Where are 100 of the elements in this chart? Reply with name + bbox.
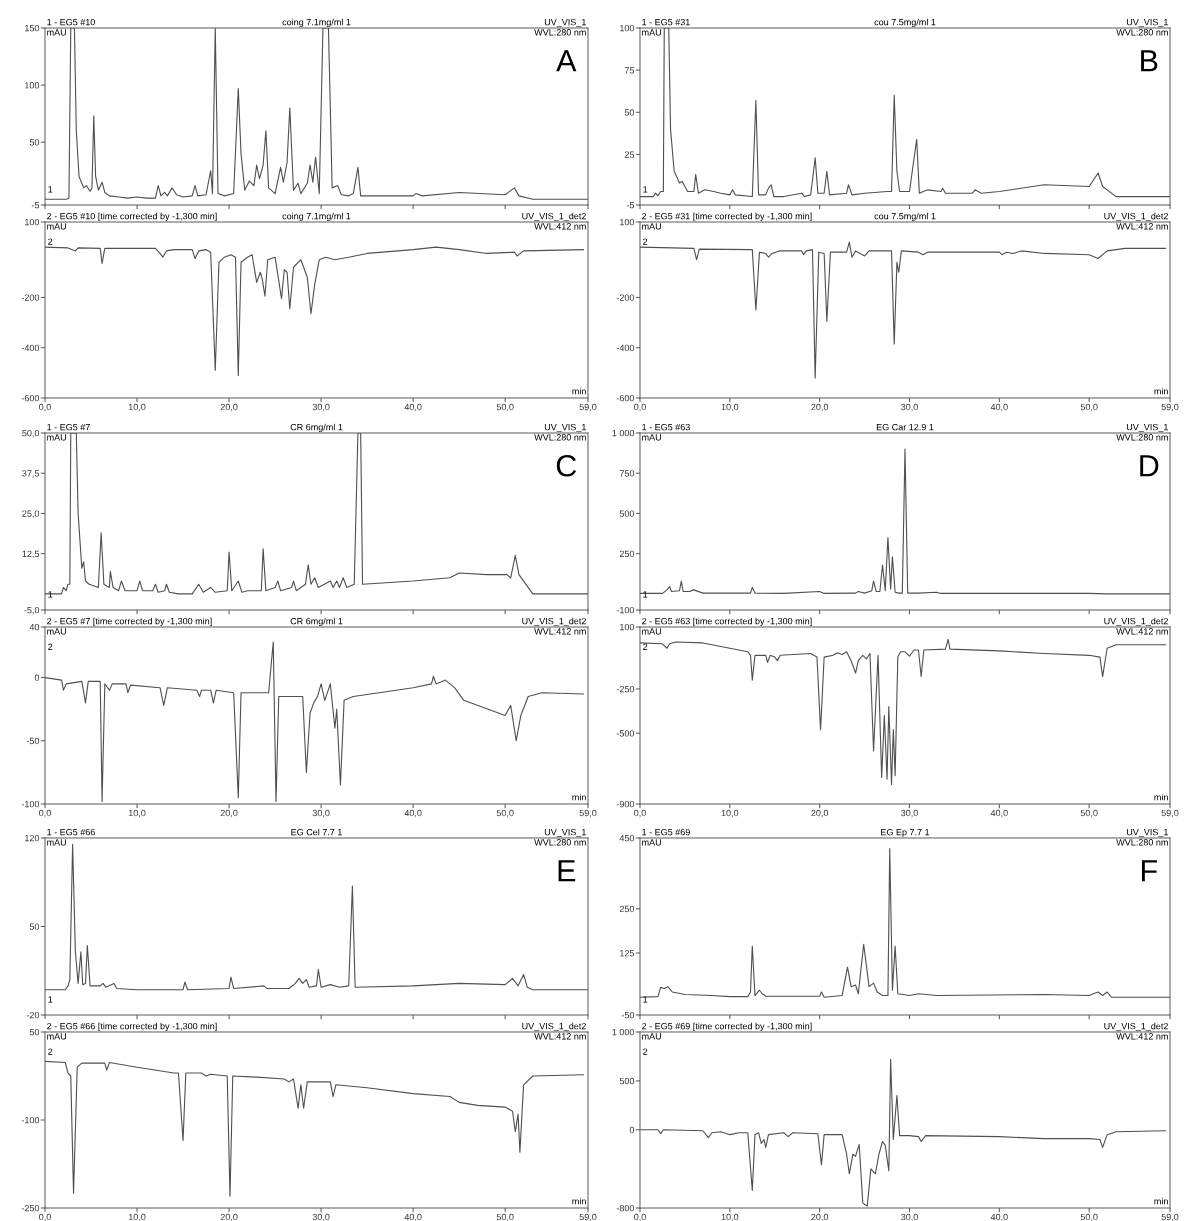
annotation: 1: [48, 996, 53, 1003]
y-tick-label: -5,0: [24, 606, 40, 615]
annotation: D: [1140, 455, 1159, 477]
y-axis-title: mAU: [642, 628, 661, 635]
y-tick-label: -100: [616, 606, 635, 614]
y-tick-label: 1 000: [612, 429, 635, 437]
y-tick-label: -50: [621, 1011, 635, 1019]
y-tick-label: -200: [21, 294, 40, 301]
annotation: 2: [643, 1048, 648, 1055]
x-tick-label: 59,0: [579, 1213, 597, 1221]
chart-subtitle: CR 6mg/ml 1: [290, 617, 343, 627]
x-tick-label: 30,0: [312, 403, 330, 412]
text: UV_VIS_1: [544, 828, 586, 838]
x-tick-label: 0,0: [634, 403, 646, 412]
x-tick-label: 59,0: [1161, 809, 1179, 818]
y-tick-label: -800: [616, 1204, 635, 1212]
x-tick-label: 0,0: [634, 809, 646, 818]
x-tick-label: 40,0: [990, 403, 1008, 412]
y-tick-label: 250: [619, 905, 635, 913]
chart-subtitle: cou 7.5mg/ml 1: [874, 18, 936, 28]
y-tick-label: -400: [21, 344, 40, 352]
chart-title: 2 - EG5 #10 [time corrected by -1,300 min]: [47, 212, 217, 222]
x-tick-label: 10,0: [128, 809, 146, 818]
y-axis-title: mAU: [642, 223, 661, 230]
y-tick-label: 50: [624, 109, 635, 116]
y-axis-title: mAU: [642, 839, 661, 846]
text: UV_VIS_1: [1126, 423, 1168, 433]
y-tick-label: 37,5: [22, 470, 40, 478]
y-tick-label: 75: [624, 67, 635, 74]
chart-title: 1 - EG5 #31: [642, 18, 690, 26]
y-tick-label: 50: [29, 1028, 40, 1036]
y-tick-label: -600: [21, 394, 40, 402]
chart-subtitle: EG Ep 7.7 1: [881, 828, 930, 838]
text: UV_VIS_1_det2: [522, 1022, 586, 1032]
x-tick-label: 10,0: [128, 1213, 146, 1221]
text: UV_VIS_1_det2: [522, 617, 586, 627]
y-tick-label: -50: [26, 737, 40, 745]
chart-title: 2 - EG5 #69 [time corrected by -1,300 min]: [642, 1022, 812, 1032]
x-axis-title: min: [572, 1197, 586, 1205]
text: UV_VIS_1_det2: [1104, 212, 1168, 222]
x-tick-label: 59,0: [579, 809, 597, 818]
x-tick-label: 50,0: [496, 403, 514, 412]
x-axis-title: min: [1154, 793, 1168, 801]
annotation: 2: [48, 1048, 53, 1055]
annotation: E: [558, 860, 576, 882]
annotation: WVL:412 nm: [534, 628, 586, 635]
y-tick-label: -500: [616, 730, 635, 737]
y-tick-label: 100: [620, 623, 635, 631]
y-tick-label: 0: [34, 674, 40, 681]
chart-title: 1 - EG5 #7: [47, 423, 90, 431]
y-tick-label: 500: [619, 1077, 635, 1085]
x-tick-label: 50,0: [496, 809, 514, 818]
x-tick-label: 40,0: [990, 1213, 1008, 1221]
x-tick-label: 20,0: [811, 403, 829, 412]
chart-subtitle: cou 7.5mg/ml 1: [874, 212, 936, 222]
text: UV_VIS_1_det2: [1104, 1022, 1168, 1032]
x-tick-label: 30,0: [901, 1213, 918, 1221]
chart-subtitle: EG Car 12.9 1: [876, 423, 934, 431]
x-tick-label: 30,0: [312, 1213, 330, 1221]
text: UV_VIS_1_det2: [522, 212, 586, 222]
annotation: F: [1141, 860, 1157, 882]
annotation: 1: [48, 186, 53, 193]
x-tick-label: 0,0: [39, 1213, 51, 1221]
x-tick-label: 59,0: [579, 403, 597, 412]
chart-title: 1 - EG5 #69: [642, 828, 690, 836]
chart-title: 1 - EG5 #10: [47, 18, 95, 26]
annotation: WVL:412 nm: [534, 1033, 586, 1040]
y-tick-label: -250: [21, 1204, 40, 1212]
x-axis-title: min: [1154, 387, 1168, 395]
chart-title: 1 - EG5 #63: [642, 423, 690, 431]
y-tick-label: -600: [616, 394, 635, 402]
y-tick-label: 750: [619, 470, 635, 477]
annotation: WVL:412 nm: [1116, 628, 1168, 635]
y-tick-label: 25: [624, 151, 635, 158]
y-tick-label: -250: [616, 685, 635, 693]
y-tick-label: 50: [29, 139, 40, 146]
x-tick-label: 0,0: [634, 1213, 646, 1221]
chart-subtitle: CR 6mg/ml 1: [290, 423, 343, 433]
y-tick-label: 120: [25, 834, 40, 842]
annotation: WVL:412 nm: [534, 223, 586, 230]
x-tick-label: 30,0: [901, 403, 918, 412]
x-tick-label: 0,0: [39, 809, 51, 818]
annotation: B: [1141, 50, 1158, 72]
y-tick-label: 40: [29, 623, 40, 631]
annotation: A: [556, 50, 577, 72]
annotation: WVL:280 nm: [1116, 839, 1168, 846]
x-tick-label: 50,0: [496, 1213, 514, 1221]
annotation: 2: [643, 643, 648, 650]
x-axis-title: min: [572, 793, 586, 801]
x-axis-title: min: [1154, 1197, 1168, 1205]
chart-title: 2 - EG5 #7 [time corrected by -1,300 min]: [47, 617, 212, 627]
x-tick-label: 50,0: [1080, 809, 1098, 818]
x-tick-label: 50,0: [1080, 403, 1098, 412]
y-tick-label: 1 000: [612, 1028, 635, 1036]
x-tick-label: 40,0: [990, 809, 1008, 818]
annotation: WVL:280 nm: [534, 434, 586, 441]
annotation: 1: [643, 591, 648, 598]
x-tick-label: 50,0: [1080, 1213, 1098, 1221]
x-tick-label: 20,0: [811, 809, 829, 818]
chart-subtitle: coing 7.1mg/ml 1: [282, 212, 351, 222]
